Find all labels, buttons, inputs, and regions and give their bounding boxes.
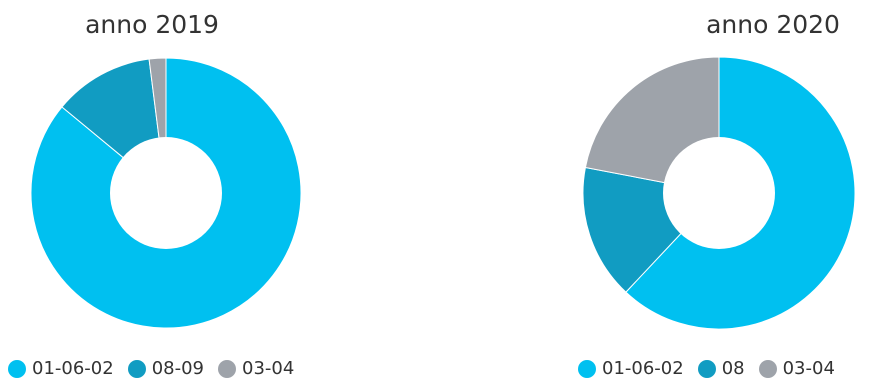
legend-item[interactable]: 08-09 (127, 358, 205, 379)
legend-item[interactable]: 08 (697, 358, 745, 379)
legend-2019: 01-06-02 08-09 03-04 (8, 358, 294, 379)
donut-chart-2020 (582, 56, 856, 330)
chart-2020: anno 2020 01-06-02 08 03-04 (436, 0, 872, 381)
chart-title-2019: anno 2019 (85, 10, 219, 39)
legend-swatch (218, 359, 237, 378)
chart-2019: anno 2019 01-06-02 08-09 03-04 (8, 10, 302, 379)
legend-2020: 01-06-02 08 03-04 (578, 358, 835, 379)
legend-item[interactable]: 03-04 (758, 358, 835, 379)
legend-item[interactable]: 03-04 (218, 358, 294, 379)
donut-chart-2019 (30, 57, 302, 329)
legend-swatch (758, 359, 777, 378)
legend-label: 01-06-02 (602, 358, 684, 379)
legend-label: 08-09 (151, 358, 205, 379)
legend-label: 03-04 (242, 358, 295, 379)
legend-label: 08 (721, 358, 745, 379)
donut-hole (110, 137, 222, 249)
legend-label: 01-06-02 (32, 358, 114, 379)
chart-title-2020: anno 2020 (706, 10, 840, 39)
legend-item[interactable]: 01-06-02 (8, 358, 114, 379)
legend-swatch (8, 359, 26, 378)
donut-hole (663, 137, 775, 249)
legend-label: 03-04 (782, 358, 835, 379)
legend-swatch (697, 359, 716, 378)
legend-swatch (578, 359, 596, 378)
legend-swatch (127, 359, 146, 378)
legend-item[interactable]: 01-06-02 (578, 358, 684, 379)
